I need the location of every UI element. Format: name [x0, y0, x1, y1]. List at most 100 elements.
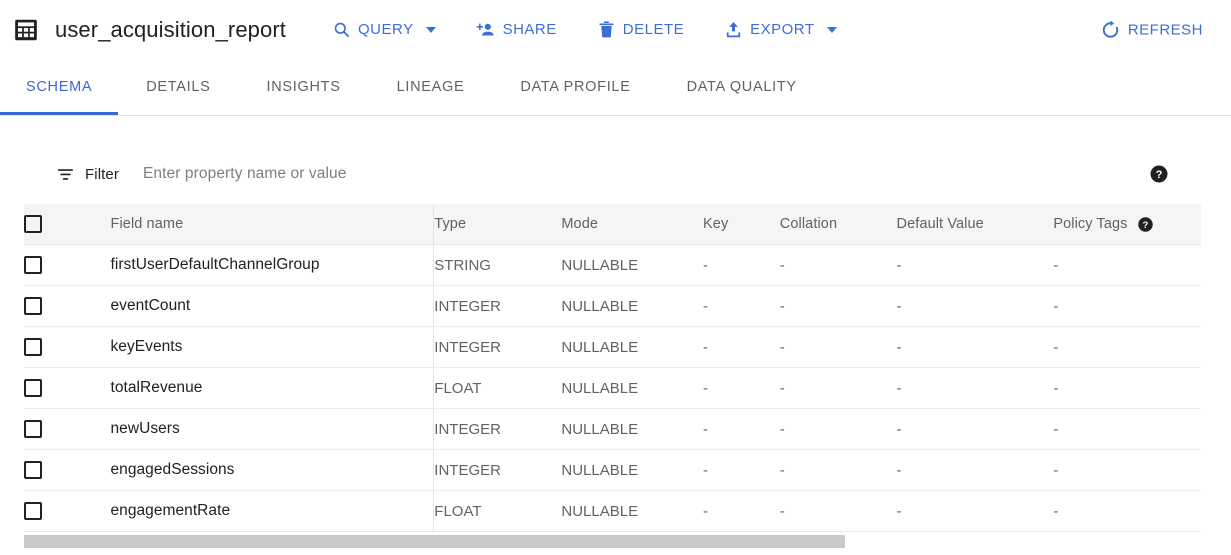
select-all-header: [24, 204, 111, 245]
tab-data-quality-label: DATA QUALITY: [686, 78, 797, 95]
cell-field-name: keyEvents: [110, 326, 435, 368]
cell-field-name: newUsers: [110, 408, 435, 450]
cell-default-value: -: [896, 326, 1054, 368]
row-checkbox[interactable]: [24, 256, 42, 275]
header-toolbar: QUERY SHARE DELETE: [322, 0, 1231, 59]
export-button-label: EXPORT: [750, 21, 815, 38]
table-header-row: Field name Type Mode Key Collation Defau…: [24, 204, 1201, 245]
cell-policy-tags: -: [1053, 326, 1201, 368]
cell-key: -: [703, 244, 780, 286]
table-row[interactable]: firstUserDefaultChannelGroup STRING NULL…: [24, 244, 1201, 286]
svg-text:?: ?: [1156, 169, 1163, 181]
query-button[interactable]: QUERY: [322, 12, 446, 47]
table-row[interactable]: newUsers INTEGER NULLABLE - - - - -: [24, 408, 1201, 450]
cell-key: -: [703, 408, 780, 450]
cell-key: -: [703, 285, 780, 327]
cell-mode: NULLABLE: [561, 367, 704, 409]
row-checkbox[interactable]: [24, 502, 42, 521]
table-row[interactable]: keyEvents INTEGER NULLABLE - - - - -: [24, 326, 1201, 368]
cell-type: STRING: [433, 244, 562, 286]
tab-data-profile-label: DATA PROFILE: [520, 78, 631, 95]
cell-collation: -: [779, 367, 897, 409]
header-default-value[interactable]: Default Value: [896, 204, 1054, 245]
cell-policy-tags: -: [1053, 244, 1201, 286]
header-policy-tags-label: Policy Tags: [1053, 216, 1128, 232]
cell-policy-tags: -: [1053, 285, 1201, 327]
tab-insights[interactable]: INSIGHTS: [239, 59, 369, 114]
filter-label: Filter: [85, 165, 119, 183]
header-type[interactable]: Type: [433, 204, 562, 245]
cell-type: INTEGER: [433, 285, 562, 327]
filter-list-icon[interactable]: [56, 165, 75, 184]
row-checkbox[interactable]: [24, 297, 42, 316]
cell-default-value: -: [896, 408, 1054, 450]
cell-default-value: -: [896, 244, 1054, 286]
tab-details-label: DETAILS: [146, 78, 211, 95]
cell-policy-tags: -: [1053, 490, 1201, 532]
share-button-label: SHARE: [502, 21, 557, 38]
tab-bar: SCHEMA DETAILS INSIGHTS LINEAGE DATA PRO…: [0, 59, 1231, 116]
filter-input[interactable]: [140, 160, 705, 188]
select-all-checkbox[interactable]: [24, 215, 42, 233]
tab-details[interactable]: DETAILS: [118, 59, 238, 114]
page-header: user_acquisition_report QUERY: [0, 0, 1231, 59]
cell-default-value: -: [896, 449, 1054, 491]
row-checkbox[interactable]: [24, 338, 42, 357]
refresh-icon: [1100, 19, 1121, 40]
refresh-button-label: REFRESH: [1127, 21, 1203, 38]
table-row[interactable]: engagementRate FLOAT NULLABLE - - - - -: [24, 490, 1201, 532]
cell-key: -: [703, 449, 780, 491]
share-button[interactable]: SHARE: [466, 12, 567, 48]
header-key[interactable]: Key: [703, 204, 780, 245]
cell-type: INTEGER: [433, 408, 562, 450]
cell-default-value: -: [896, 285, 1054, 327]
header-mode[interactable]: Mode: [561, 204, 704, 245]
help-circle-icon[interactable]: ?: [1137, 216, 1154, 233]
header-policy-tags[interactable]: Policy Tags ?: [1053, 204, 1201, 245]
refresh-button[interactable]: REFRESH: [1090, 11, 1213, 48]
table-grid-icon: [13, 17, 39, 43]
cell-collation: -: [779, 244, 897, 286]
cell-collation: -: [779, 285, 897, 327]
horizontal-scrollbar[interactable]: [24, 535, 1201, 548]
query-button-label: QUERY: [358, 21, 414, 38]
tab-insights-label: INSIGHTS: [266, 78, 341, 95]
person-add-icon: [476, 20, 496, 40]
cell-collation: -: [779, 449, 897, 491]
delete-button-label: DELETE: [622, 21, 685, 38]
row-checkbox[interactable]: [24, 379, 42, 398]
trash-icon: [597, 20, 616, 39]
cell-type: FLOAT: [433, 490, 562, 532]
header-collation[interactable]: Collation: [779, 204, 897, 245]
header-field-name[interactable]: Field name: [110, 204, 435, 245]
cell-key: -: [703, 367, 780, 409]
cell-mode: NULLABLE: [561, 285, 704, 327]
cell-type: FLOAT: [433, 367, 562, 409]
cell-field-name: eventCount: [110, 285, 435, 327]
delete-button[interactable]: DELETE: [587, 12, 694, 47]
tab-data-profile[interactable]: DATA PROFILE: [492, 59, 658, 114]
cell-policy-tags: -: [1053, 367, 1201, 409]
cell-policy-tags: -: [1053, 408, 1201, 450]
schema-table-body: firstUserDefaultChannelGroup STRING NULL…: [24, 244, 1201, 532]
row-checkbox[interactable]: [24, 420, 42, 439]
row-checkbox[interactable]: [24, 461, 42, 480]
help-circle-icon[interactable]: ?: [1149, 164, 1169, 184]
tab-schema[interactable]: SCHEMA: [0, 59, 119, 115]
row-select-cell: [24, 490, 111, 532]
cell-mode: NULLABLE: [561, 408, 704, 450]
row-select-cell: [24, 449, 111, 491]
cell-default-value: -: [896, 367, 1054, 409]
table-row[interactable]: engagedSessions INTEGER NULLABLE - - - -…: [24, 449, 1201, 491]
cell-collation: -: [779, 326, 897, 368]
table-row[interactable]: eventCount INTEGER NULLABLE - - - - -: [24, 285, 1201, 327]
search-icon: [332, 20, 351, 39]
tab-lineage[interactable]: LINEAGE: [369, 59, 493, 114]
horizontal-scrollbar-thumb[interactable]: [24, 535, 845, 548]
cell-default-value: -: [896, 490, 1054, 532]
cell-collation: -: [779, 490, 897, 532]
export-button[interactable]: EXPORT: [714, 12, 846, 47]
tab-data-quality[interactable]: DATA QUALITY: [659, 59, 825, 114]
table-row[interactable]: totalRevenue FLOAT NULLABLE - - - - -: [24, 367, 1201, 409]
upload-icon: [724, 20, 743, 39]
